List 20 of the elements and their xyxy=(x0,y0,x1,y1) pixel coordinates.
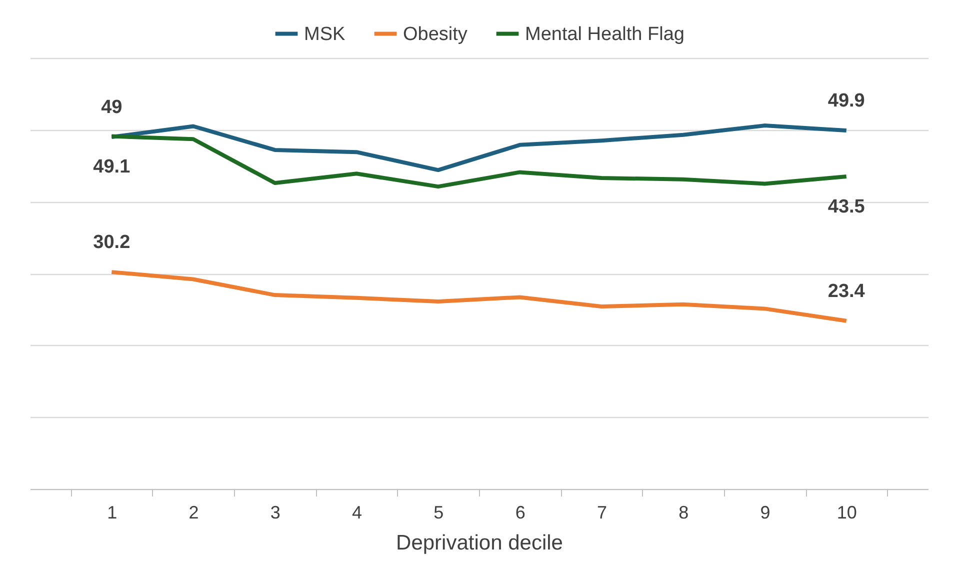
data-label: 49 xyxy=(101,97,122,118)
data-label: 43.5 xyxy=(828,196,866,218)
data-label: 49.1 xyxy=(93,156,131,178)
x-tick-label: 4 xyxy=(352,502,362,522)
x-tick-label: 10 xyxy=(836,502,857,522)
data-label: 30.2 xyxy=(93,232,130,254)
x-tick-label: 7 xyxy=(596,502,607,522)
x-tick-label: 5 xyxy=(434,502,444,522)
legend-label: MSK xyxy=(304,24,346,45)
x-tick-label: 6 xyxy=(515,502,526,522)
legend-label: Obesity xyxy=(403,24,468,45)
x-tick-label: 2 xyxy=(188,502,199,522)
x-tick-label: 3 xyxy=(270,502,280,522)
x-tick-label: 9 xyxy=(760,502,770,522)
data-label: 49.9 xyxy=(828,90,865,112)
x-axis-title: Deprivation decile xyxy=(396,532,563,554)
x-tick-label: 1 xyxy=(107,502,118,522)
data-label: 23.4 xyxy=(828,280,866,302)
x-tick-label: 8 xyxy=(678,502,689,522)
legend-label: Mental Health Flag xyxy=(525,24,684,45)
